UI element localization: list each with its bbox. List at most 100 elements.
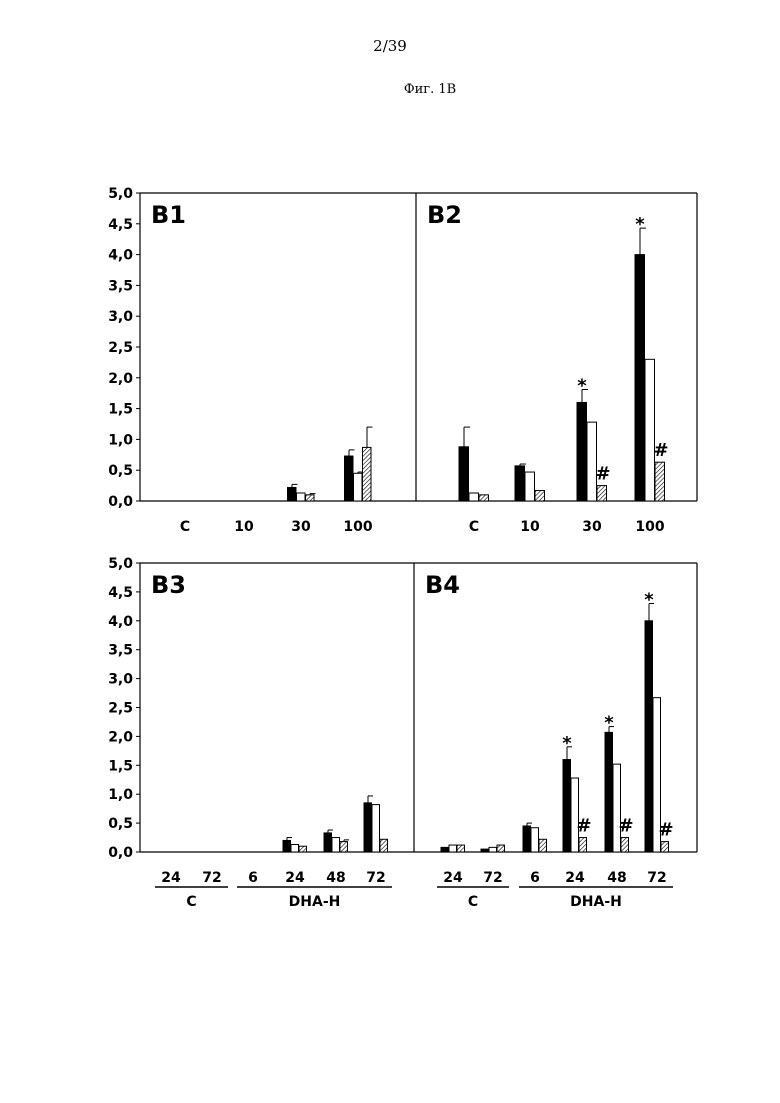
y-tick-label: 3,0 [108,309,133,325]
y-tick-label: 1,5 [108,758,133,774]
bar [661,842,669,852]
x-tick-label: 100 [635,519,664,535]
significance-hash: # [595,464,610,485]
x-tick-label: 72 [483,870,502,886]
panel-b3: 0,0 0,5 1,0 1,5 2,0 2,5 3,0 3,5 4,0 4,5 5,0 B3 24 72 6… [108,556,414,910]
x-tick-label: 72 [202,870,221,886]
significance-star: * [577,376,587,397]
bar [372,805,380,852]
bar [535,491,545,501]
bar [364,803,372,852]
x-tick-label: 48 [326,870,345,886]
bar [457,845,465,852]
bar [635,255,645,501]
bar [354,473,363,501]
significance-hash: # [658,820,673,841]
bar [291,844,299,852]
bar [655,462,665,501]
bar [306,495,315,501]
bar [597,486,607,501]
y-tick-label: 0,0 [108,845,133,861]
bar [523,826,531,852]
x-tick-label: 72 [366,870,385,886]
x-tick-label: 72 [647,870,666,886]
y-tick-label: 5,0 [108,556,133,572]
x-tick-label: 10 [520,519,540,535]
y-tick-label: 2,5 [108,340,133,356]
bar [441,847,449,852]
group-label: DHA-H [570,894,622,910]
y-tick-label: 1,0 [108,787,133,803]
bar [525,472,535,501]
bar [531,828,539,852]
y-tick-label: 3,5 [108,278,133,294]
bar [345,456,354,501]
y-tick-label: 1,5 [108,402,133,418]
panel-b1: 0,00,51,01,52,02,53,03,54,04,55,0B1C1030… [108,186,416,535]
significance-hash: # [576,816,591,837]
bar [449,845,457,852]
panel-label: B2 [427,201,462,229]
y-tick-label: 0,5 [108,816,133,832]
bar [469,493,479,501]
panel-b2: B2 C 10 30 100 * # * # [416,193,697,535]
significance-star: * [644,589,654,610]
panel-b4: B424726244872*#*#*#CDHA-H [414,563,697,910]
significance-star: * [635,214,645,235]
y-tick-label: 4,0 [108,614,133,630]
y-tick-label: 0,0 [108,494,133,510]
x-tick-label: C [469,519,479,535]
significance-star: * [604,713,614,734]
bar [645,359,655,501]
bar [645,621,653,852]
bar [621,838,629,852]
x-tick-label: 24 [161,870,181,886]
x-tick-label: 100 [343,519,372,535]
bar [497,845,505,852]
x-tick-label: 30 [291,519,311,535]
x-tick-label: 30 [582,519,602,535]
bar [515,466,525,501]
y-tick-label: 2,5 [108,701,133,717]
y-tick-label: 3,0 [108,672,133,688]
y-tick-label: 3,5 [108,643,133,659]
bar [380,839,388,852]
y-tick-label: 4,5 [108,217,133,233]
bar [489,847,497,852]
bar [479,495,489,501]
group-label: C [186,894,196,910]
y-tick-label: 4,0 [108,248,133,264]
bar [288,487,297,501]
y-tick-label: 2,0 [108,729,133,745]
significance-hash: # [653,440,668,461]
x-tick-label: 6 [530,870,540,886]
x-tick-label: 6 [248,870,258,886]
y-tick-label: 2,0 [108,371,133,387]
panel-label: B4 [425,571,460,599]
bar [459,447,469,501]
bar [481,849,489,852]
x-tick-label: 24 [443,870,463,886]
bar [283,840,291,852]
bar [299,846,307,852]
x-tick-label: 24 [565,870,585,886]
group-label: DHA-H [289,894,341,910]
x-tick-label: C [180,519,190,535]
bar [340,842,348,852]
bar [363,447,372,501]
y-tick-label: 5,0 [108,186,133,202]
panel-label: B3 [151,571,186,599]
bar [297,493,306,501]
bar [605,732,613,852]
x-tick-label: 48 [607,870,626,886]
group-label: C [468,894,478,910]
y-tick-label: 0,5 [108,463,133,479]
bar [539,839,547,852]
x-tick-label: 10 [234,519,254,535]
bar [332,838,340,852]
bar [563,760,571,852]
bar [579,838,587,852]
y-tick-label: 4,5 [108,585,133,601]
significance-star: * [562,733,572,754]
bar [577,402,587,501]
